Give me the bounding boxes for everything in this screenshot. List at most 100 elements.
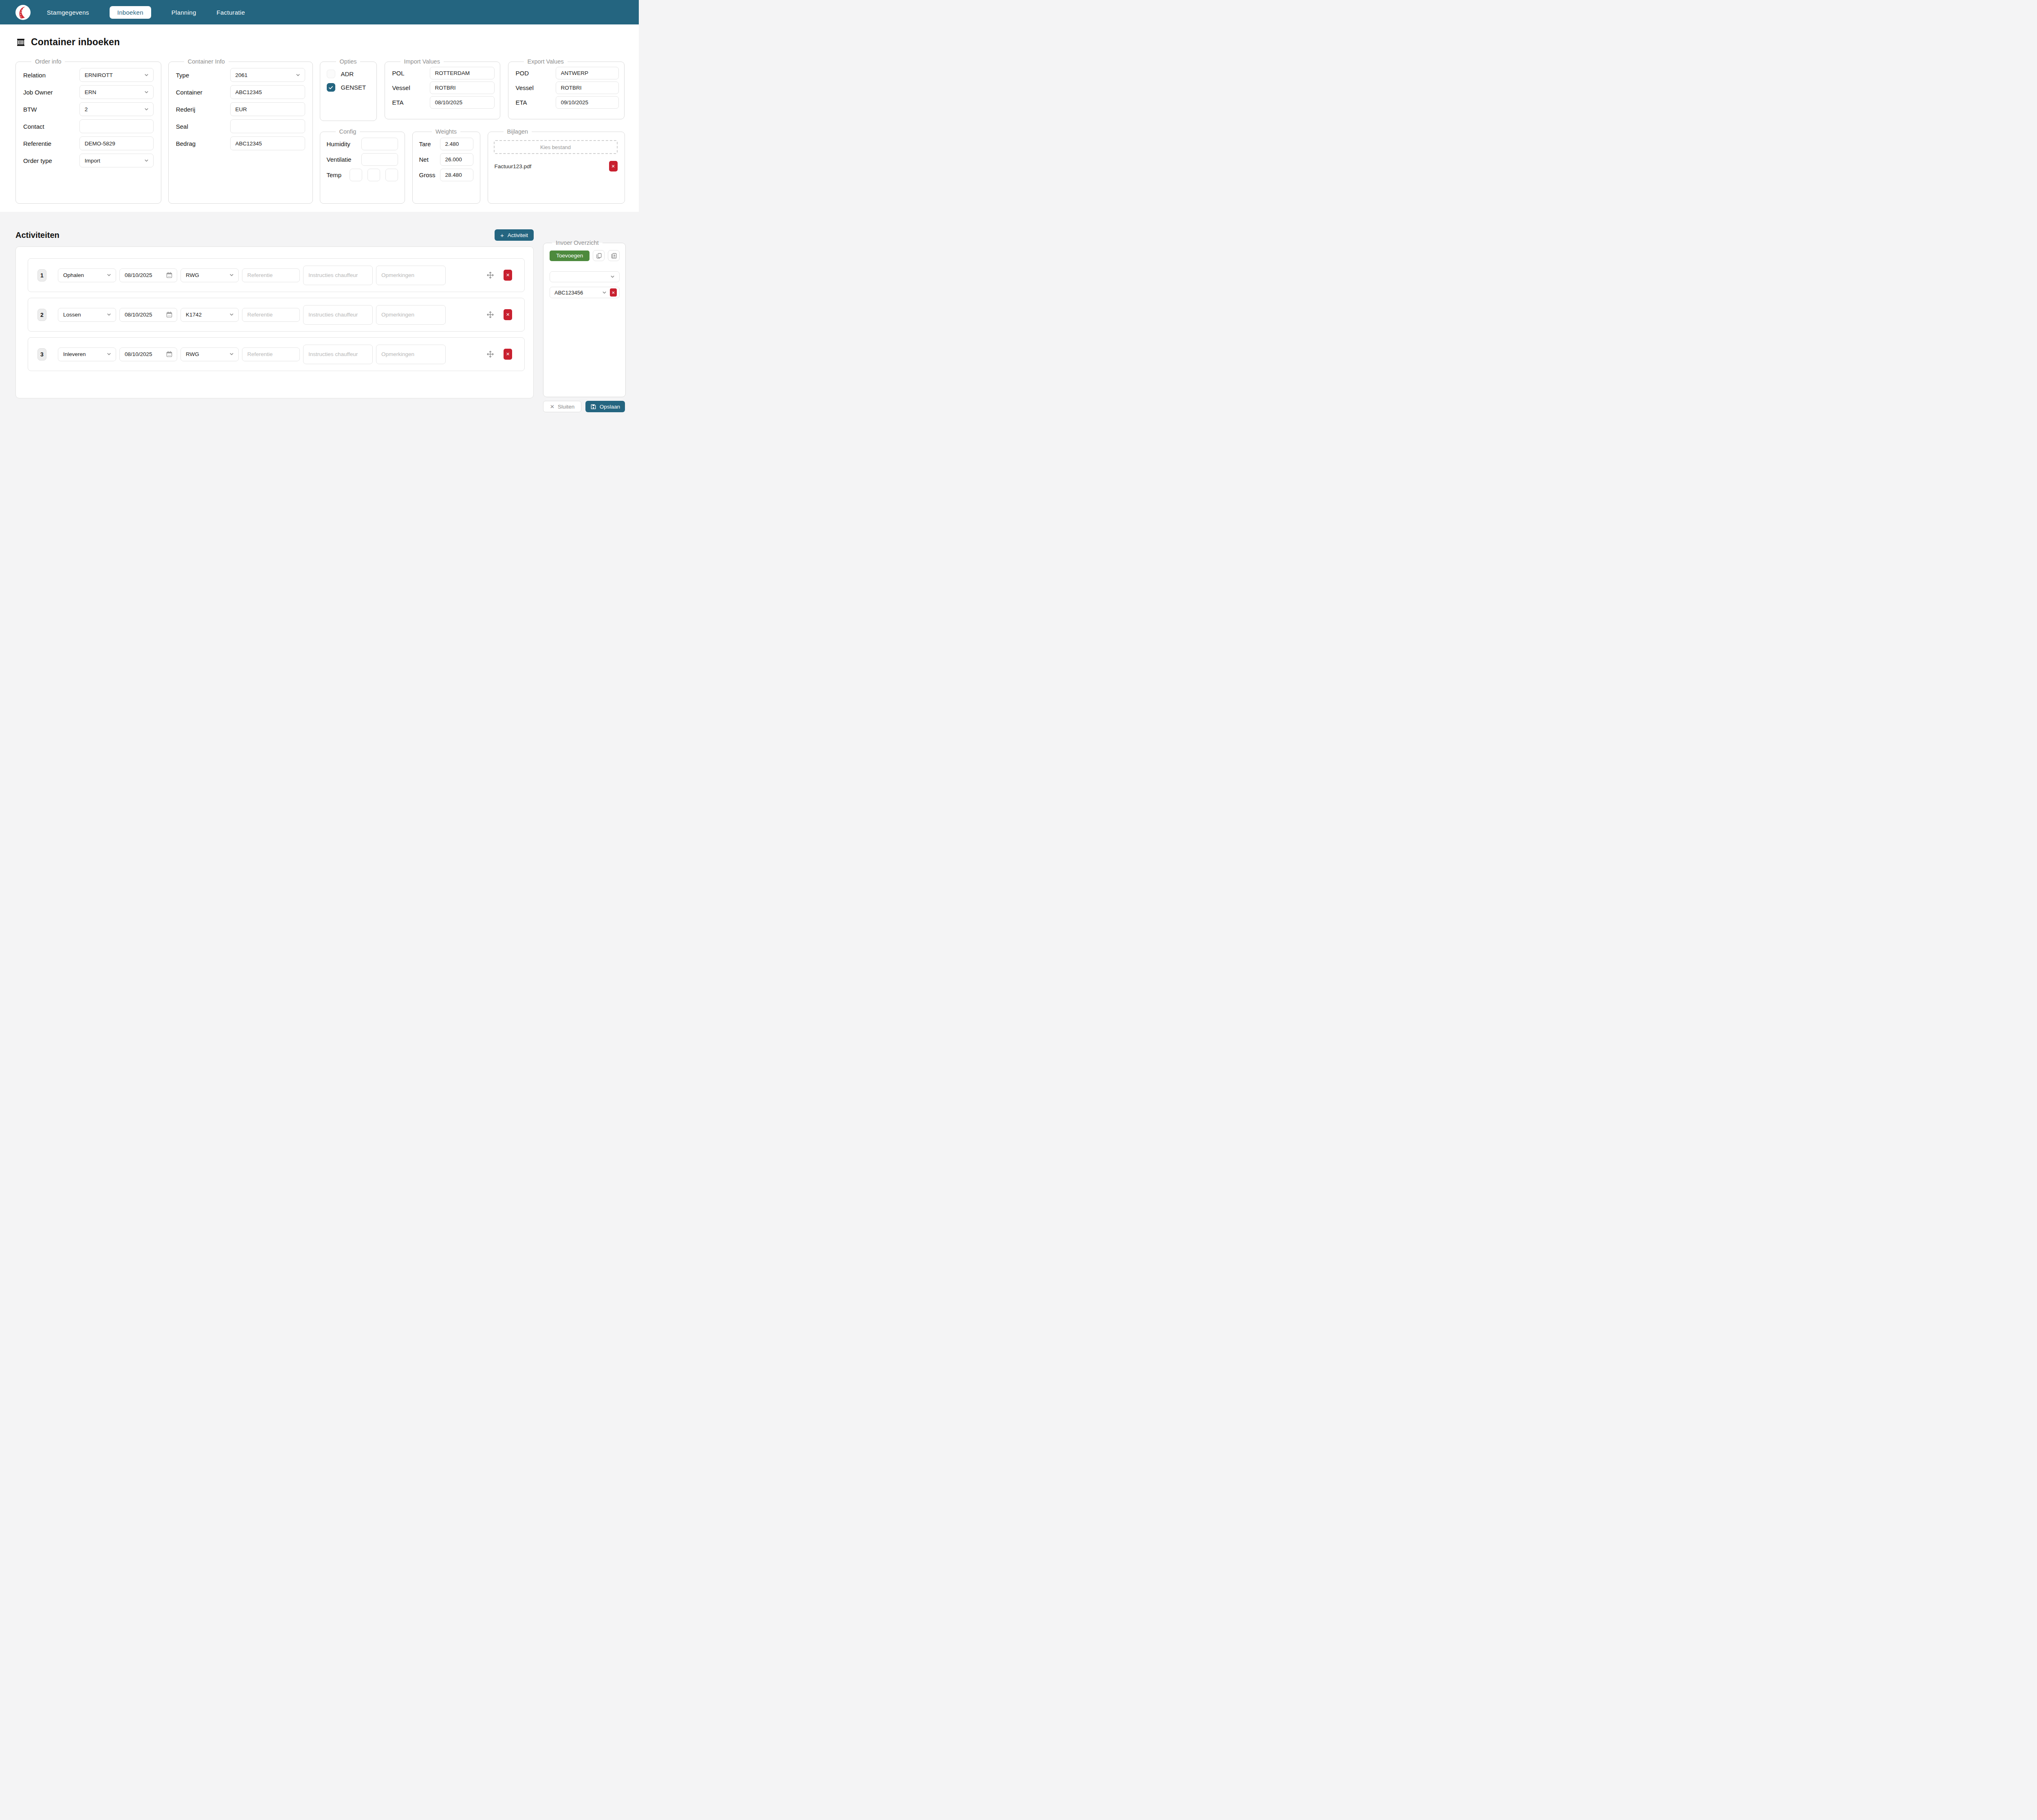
opslaan-button[interactable]: Opslaan bbox=[585, 401, 625, 412]
activity-referentie-input[interactable] bbox=[242, 308, 300, 322]
ventilatie-input[interactable] bbox=[361, 153, 398, 166]
config-legend: Config bbox=[336, 128, 360, 135]
type-select[interactable]: 2061 bbox=[230, 68, 305, 82]
chevron-down-icon bbox=[610, 274, 615, 279]
activity-opmerkingen-input[interactable] bbox=[376, 266, 446, 285]
sluiten-button[interactable]: ✕ Sluiten bbox=[543, 401, 581, 412]
net-input[interactable] bbox=[440, 153, 473, 166]
activity-instructies-input[interactable] bbox=[303, 305, 373, 325]
nav-item-inboeken[interactable]: Inboeken bbox=[110, 6, 151, 19]
activity-date-input[interactable]: 08/10/2025 bbox=[119, 268, 177, 282]
activity-location-value: RWG bbox=[186, 351, 199, 357]
humidity-input[interactable] bbox=[361, 138, 398, 150]
btw-select[interactable]: 2 bbox=[79, 102, 154, 116]
relation-select[interactable]: ERNIROTT bbox=[79, 68, 154, 82]
bijlagen-fieldset: Bijlagen Kies bestand Factuur123.pdf ✕ bbox=[488, 128, 625, 204]
activity-date-value: 08/10/2025 bbox=[125, 351, 152, 357]
add-activity-button[interactable]: + Activiteit bbox=[495, 229, 534, 241]
add-activity-label: Activiteit bbox=[508, 232, 528, 238]
import-eta-input[interactable] bbox=[430, 96, 495, 109]
order-type-row: Order type Import bbox=[16, 154, 161, 167]
drag-move-icon[interactable] bbox=[486, 350, 494, 358]
order-info-legend: Order info bbox=[31, 58, 65, 65]
order-type-select[interactable]: Import bbox=[79, 154, 154, 167]
delete-activity-button[interactable]: ✕ bbox=[504, 270, 512, 281]
delete-invoer-item-button[interactable]: ✕ bbox=[610, 288, 617, 297]
activity-action-select[interactable]: Inleveren bbox=[58, 347, 116, 361]
nav-item-facturatie[interactable]: Facturatie bbox=[217, 9, 245, 16]
invoer-item[interactable]: ABC123456 ✕ bbox=[550, 287, 620, 298]
pod-input[interactable] bbox=[556, 67, 619, 79]
contact-input[interactable] bbox=[79, 119, 154, 133]
container-input[interactable] bbox=[230, 85, 305, 99]
export-vessel-input[interactable] bbox=[556, 81, 619, 94]
delete-activity-button[interactable]: ✕ bbox=[504, 309, 512, 320]
drag-move-icon[interactable] bbox=[486, 271, 494, 279]
export-eta-label: ETA bbox=[516, 99, 556, 106]
container-info-fieldset: Container Info Type 2061 Container Reder… bbox=[168, 58, 313, 204]
file-dropzone[interactable]: Kies bestand bbox=[494, 140, 618, 154]
drag-move-icon[interactable] bbox=[486, 311, 494, 319]
close-icon: ✕ bbox=[611, 164, 615, 169]
activity-action-select[interactable]: Lossen bbox=[58, 308, 116, 322]
tare-input[interactable] bbox=[440, 138, 473, 150]
activity-opmerkingen-input[interactable] bbox=[376, 345, 446, 364]
activity-referentie-input[interactable] bbox=[242, 347, 300, 361]
activity-instructies-input[interactable] bbox=[303, 266, 373, 285]
delete-attachment-button[interactable]: ✕ bbox=[609, 161, 618, 171]
container-icon bbox=[15, 37, 26, 48]
close-icon: ✕ bbox=[506, 312, 510, 317]
copy-button[interactable] bbox=[593, 250, 605, 261]
activity-opmerkingen-input[interactable] bbox=[376, 305, 446, 325]
job-owner-select[interactable]: ERN bbox=[79, 85, 154, 99]
adr-option-row: ADR bbox=[320, 70, 376, 78]
invoer-overzicht-legend: Invoer Overzicht bbox=[552, 240, 603, 246]
calendar-icon bbox=[166, 311, 173, 318]
activity-instructies-input[interactable] bbox=[303, 345, 373, 364]
activities-section: Activiteiten + Activiteit 1 Ophalen 08/1… bbox=[0, 212, 639, 424]
pol-input[interactable] bbox=[430, 67, 495, 79]
activity-referentie-input[interactable] bbox=[242, 268, 300, 282]
chevron-down-icon bbox=[229, 312, 234, 317]
activity-location-select[interactable]: RWG bbox=[180, 347, 239, 361]
delete-activity-button[interactable]: ✕ bbox=[504, 349, 512, 360]
order-type-value: Import bbox=[85, 158, 100, 164]
temp-input-2[interactable] bbox=[367, 169, 380, 181]
referentie-input[interactable] bbox=[79, 136, 154, 150]
invoer-overzicht-fieldset: Invoer Overzicht Toevoegen ABC123456 ✕ bbox=[543, 240, 626, 397]
invoer-select[interactable] bbox=[550, 271, 620, 282]
close-icon: ✕ bbox=[612, 290, 615, 295]
btw-value: 2 bbox=[85, 106, 88, 112]
seal-input[interactable] bbox=[230, 119, 305, 133]
duplicate-button[interactable] bbox=[608, 250, 620, 261]
activity-date-input[interactable]: 08/10/2025 bbox=[119, 308, 177, 322]
genset-checkbox[interactable] bbox=[327, 83, 335, 92]
adr-checkbox[interactable] bbox=[327, 70, 335, 78]
net-row: Net bbox=[413, 153, 480, 166]
type-label: Type bbox=[176, 72, 230, 79]
temp-input-3[interactable] bbox=[385, 169, 398, 181]
app-logo[interactable] bbox=[15, 5, 31, 20]
activity-action-select[interactable]: Ophalen bbox=[58, 268, 116, 282]
import-vessel-input[interactable] bbox=[430, 81, 495, 94]
import-values-legend: Import Values bbox=[400, 58, 444, 65]
gross-label: Gross bbox=[419, 171, 440, 178]
copy-plus-icon bbox=[611, 253, 617, 259]
temp-input-1[interactable] bbox=[350, 169, 362, 181]
chevron-down-icon bbox=[144, 107, 149, 112]
export-eta-input[interactable] bbox=[556, 96, 619, 109]
toevoegen-button[interactable]: Toevoegen bbox=[550, 251, 590, 261]
activities-column: Activiteiten + Activiteit 1 Ophalen 08/1… bbox=[15, 229, 534, 412]
activity-location-select[interactable]: K1742 bbox=[180, 308, 239, 322]
export-values-legend: Export Values bbox=[524, 58, 568, 65]
activity-date-input[interactable]: 08/10/2025 bbox=[119, 347, 177, 361]
activity-action-value: Lossen bbox=[63, 312, 81, 318]
activity-location-select[interactable]: RWG bbox=[180, 268, 239, 282]
nav-item-stamgegevens[interactable]: Stamgegevens bbox=[47, 9, 89, 16]
rederij-input[interactable] bbox=[230, 102, 305, 116]
nav-item-planning[interactable]: Planning bbox=[172, 9, 196, 16]
gross-input[interactable] bbox=[440, 169, 473, 181]
bedrag-input[interactable] bbox=[230, 136, 305, 150]
calendar-icon bbox=[166, 351, 173, 358]
page-title: Container inboeken bbox=[31, 37, 120, 48]
